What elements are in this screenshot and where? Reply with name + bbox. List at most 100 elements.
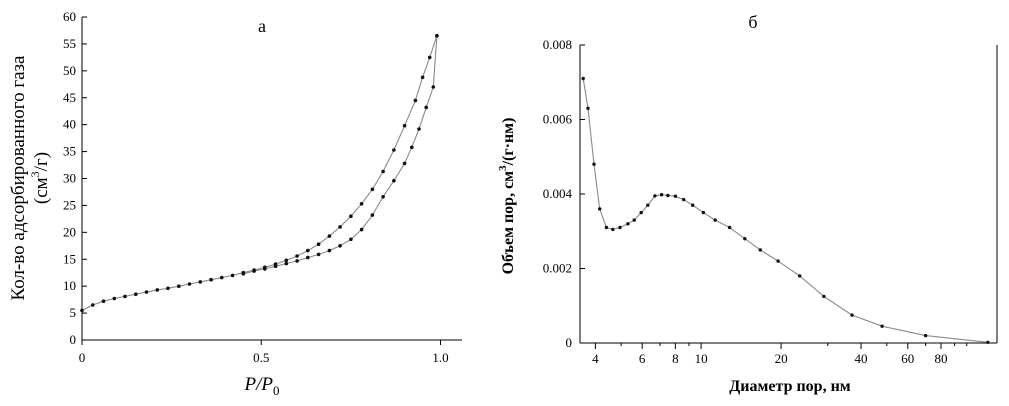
panel-a-point — [209, 277, 213, 282]
panel-b-point — [682, 197, 686, 202]
panel-b-point — [701, 210, 706, 215]
panel-a-y-tick-label: 10 — [63, 278, 76, 293]
panel-b-point — [666, 193, 670, 198]
panel-a-y-tick-label: 50 — [63, 63, 76, 78]
panel-a-point — [359, 202, 364, 206]
panel-a-point — [359, 227, 364, 232]
panel-a-label: а — [258, 16, 266, 36]
panel-a-point — [198, 280, 203, 284]
panel-b-point — [659, 193, 664, 197]
panel-a-y-tick-label: 20 — [63, 224, 76, 239]
panel-a-y-label: Кол-во адсорбированного газа (см3/г) — [8, 55, 52, 301]
panel-b-point — [592, 162, 596, 166]
panel-b-x-tick-label: 4 — [592, 351, 599, 366]
panel-a-y-tick-label: 45 — [63, 90, 76, 105]
panel-b-y-tick-label: 0.006 — [543, 112, 573, 127]
panel-a-point — [91, 303, 95, 307]
panel-b-point — [850, 313, 854, 317]
panel-a-y-label-sup: 3 — [28, 171, 42, 177]
panel-a-x-tick-label: 0 — [79, 350, 86, 365]
panel-a-point — [295, 259, 299, 263]
panel-b-point — [822, 294, 826, 299]
panel-a-point — [295, 254, 299, 258]
panel-a-point — [370, 187, 375, 192]
panel-a-point — [327, 248, 332, 253]
panel-b-y-tick-label: 0.008 — [543, 37, 572, 52]
panel-a-point — [284, 258, 289, 263]
panel-a-point — [220, 275, 224, 280]
panel-a-point — [316, 242, 321, 246]
panel-b-x-tick-label: 60 — [901, 351, 914, 366]
panel-a-point — [381, 195, 385, 199]
panel-a-point — [252, 269, 256, 273]
panel-b-point — [986, 340, 990, 344]
panel-a-point — [349, 237, 353, 242]
panel-a-series-line-2 — [243, 35, 438, 275]
panel-b-point — [639, 210, 643, 215]
panel-a-point — [402, 161, 407, 166]
panel-b: б 0 0.002 0.004 0.006 0.008 4 6 8 10 20 40 60 80 Об… — [497, 12, 998, 395]
panel-a-point — [435, 34, 439, 38]
panel-a-y-label-post: /г) — [31, 152, 52, 171]
panel-b-x-ticks: 4 6 8 10 20 40 60 80 — [592, 343, 968, 366]
panel-b-point — [598, 207, 602, 211]
panel-b-y-label-text: Объем пор, см3/(г·нм) — [497, 118, 517, 275]
panel-a-y-tick-label: 15 — [63, 251, 76, 266]
panel-a-x-label-main: P/P — [244, 374, 274, 395]
panel-a-y-tick-label: 30 — [63, 171, 76, 186]
panel-a-point — [370, 213, 375, 217]
panel-b-point — [632, 218, 636, 222]
panel-b-point — [758, 248, 762, 252]
panel-b-point — [776, 259, 780, 263]
panel-a-y-tick-label: 60 — [63, 9, 76, 24]
panel-b-x-tick-label: 8 — [672, 351, 679, 366]
panel-a-x-label-sub: 0 — [273, 383, 280, 398]
panel-a-point — [241, 272, 246, 276]
panel-b-y-label: Объем пор, см3/(г·нм) — [497, 118, 517, 275]
panel-a-point — [155, 288, 160, 292]
panel-b-point — [604, 225, 609, 230]
panel-b-point — [581, 76, 585, 81]
panel-b-x-tick-label: 10 — [695, 351, 708, 366]
panel-b-y-tick-label: 0.004 — [543, 186, 573, 201]
panel-a-point — [392, 178, 396, 183]
panel-a-point — [338, 225, 342, 229]
panel-a-point — [134, 292, 138, 297]
panel-a-x-ticks: 0 0.5 1.0 — [79, 340, 449, 365]
panel-b-y-ticks: 0 0.002 0.004 0.006 0.008 — [543, 37, 585, 350]
panel-b-point — [743, 237, 747, 241]
panel-a-point — [112, 296, 117, 301]
panel-a-point — [349, 214, 353, 218]
panel-b-point — [691, 203, 695, 207]
panel-a-point — [101, 299, 106, 304]
panel-a-point — [420, 75, 425, 80]
panel-a-y-label-line1: Кол-во адсорбированного газа — [8, 55, 29, 301]
panel-a-point — [230, 273, 235, 278]
panel-a-point — [392, 148, 396, 152]
panel-b-point — [713, 218, 717, 222]
panel-b-label: б — [748, 12, 757, 32]
panel-a-point — [338, 244, 342, 248]
panel-a-point — [166, 286, 170, 291]
panel-a-x-tick-label: 0.5 — [253, 350, 269, 365]
panel-a-point — [123, 294, 127, 299]
panel-b-x-tick-label: 40 — [855, 351, 868, 366]
panel-a-y-ticks: 0 5 10 15 20 25 30 35 40 45 50 55 60 — [63, 9, 87, 347]
panel-a-point — [263, 267, 267, 271]
panel-b-series-line — [582, 78, 988, 343]
panel-b-point — [923, 333, 928, 338]
panel-b-x-tick-label: 6 — [639, 351, 646, 366]
panel-a-x-label: P/P0 — [244, 374, 280, 398]
panel-b-series — [581, 76, 990, 344]
panel-a-y-label-line2: (см3/г) — [28, 152, 52, 204]
panel-b-point — [880, 324, 884, 328]
panel-b-x-label: Диаметр пор, нм — [729, 378, 851, 395]
panel-b-y-label-sup: 3 — [497, 165, 509, 171]
panel-a-point — [402, 123, 407, 128]
panel-a-point — [427, 55, 432, 60]
panel-b-point — [653, 194, 657, 198]
panel-a-point — [410, 145, 414, 150]
panel-b-point — [727, 225, 732, 230]
